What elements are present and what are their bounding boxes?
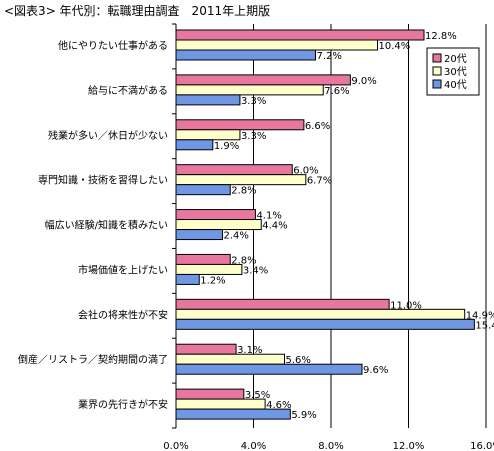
- bar: [175, 298, 390, 310]
- x-tick-label: 0.0%: [163, 441, 188, 451]
- x-tick-label: 8.0%: [318, 441, 343, 451]
- category-label: 倒産／リストラ／契約期間の満了: [18, 353, 168, 366]
- data-label: 3.1%: [237, 345, 262, 356]
- bar: [175, 49, 316, 61]
- category-label: 専門知識・技術を習得したい: [38, 174, 168, 187]
- data-label: 2.8%: [231, 255, 256, 266]
- category-label: 会社の将来性が不安: [78, 308, 168, 321]
- data-label: 3.3%: [241, 131, 266, 142]
- bar: [175, 129, 241, 141]
- bar: [175, 164, 293, 176]
- category-label: 市場価値を上げたい: [78, 263, 168, 276]
- data-label: 7.2%: [317, 51, 342, 62]
- bar: [175, 84, 324, 96]
- bar: [175, 209, 256, 221]
- category-label: 給与に不満がある: [88, 84, 168, 97]
- bar: [175, 184, 231, 196]
- data-label: 5.6%: [286, 355, 311, 366]
- bar: [175, 363, 363, 375]
- legend-swatch: [432, 53, 442, 63]
- x-tick-label: 4.0%: [241, 441, 266, 451]
- bar: [175, 318, 475, 330]
- legend-label: 30代: [444, 66, 467, 78]
- data-label: 3.5%: [245, 390, 270, 401]
- data-label: 4.1%: [256, 211, 281, 222]
- bar: [175, 139, 214, 151]
- data-label: 14.9%: [466, 310, 494, 321]
- data-label: 2.8%: [231, 186, 256, 197]
- bar: [175, 39, 378, 51]
- data-label: 3.3%: [241, 96, 266, 107]
- legend-swatch: [432, 66, 442, 76]
- category-label: 残業が多い／休日が少ない: [48, 129, 168, 142]
- legend-swatch: [432, 79, 442, 89]
- bar: [175, 119, 305, 131]
- data-label: 12.8%: [425, 31, 457, 42]
- bar: [175, 388, 245, 400]
- data-label: 9.6%: [363, 365, 388, 376]
- legend-label: 40代: [444, 79, 467, 91]
- category-label: 他にやりたい仕事がある: [58, 39, 168, 52]
- bar: [175, 253, 231, 265]
- chart-title: <図表3> 年代別：転職理由調査 2011年上期版: [4, 4, 271, 18]
- bar: [175, 343, 237, 355]
- bar: [175, 174, 307, 186]
- data-label: 5.9%: [291, 410, 316, 421]
- data-label: 10.4%: [379, 41, 411, 52]
- data-label: 1.2%: [200, 275, 225, 286]
- data-label: 6.6%: [305, 121, 330, 132]
- axes: [172, 23, 177, 429]
- data-label: 6.7%: [307, 176, 332, 187]
- data-label: 2.4%: [224, 231, 249, 242]
- bar: [175, 353, 285, 365]
- x-tick-label: 16.0%: [470, 441, 494, 451]
- data-label: 7.6%: [324, 86, 349, 97]
- bar: [175, 229, 223, 241]
- legend-label: 20代: [444, 53, 467, 65]
- bar: [175, 29, 425, 41]
- data-label: 9.0%: [351, 76, 376, 87]
- category-label: 業界の先行きが不安: [78, 398, 168, 411]
- data-label: 4.6%: [266, 400, 291, 411]
- data-label: 15.4%: [475, 320, 494, 331]
- bar: [175, 273, 200, 285]
- x-tick-label: 12.0%: [393, 441, 425, 451]
- labels: 0.0% 4.0% 8.0% 12.0% 16.0% 12.8% 10.4% 7.2% 他にやり…: [18, 31, 494, 451]
- data-label: 4.4%: [262, 221, 287, 232]
- bar: [175, 219, 262, 231]
- data-label: 1.9%: [214, 141, 239, 152]
- category-label: 幅広い経験/知識を積みたい: [45, 219, 168, 232]
- data-label: 6.0%: [293, 166, 318, 177]
- bar: [175, 94, 241, 106]
- data-label: 3.4%: [243, 265, 268, 276]
- data-label: 11.0%: [390, 300, 422, 311]
- bar: [175, 74, 351, 86]
